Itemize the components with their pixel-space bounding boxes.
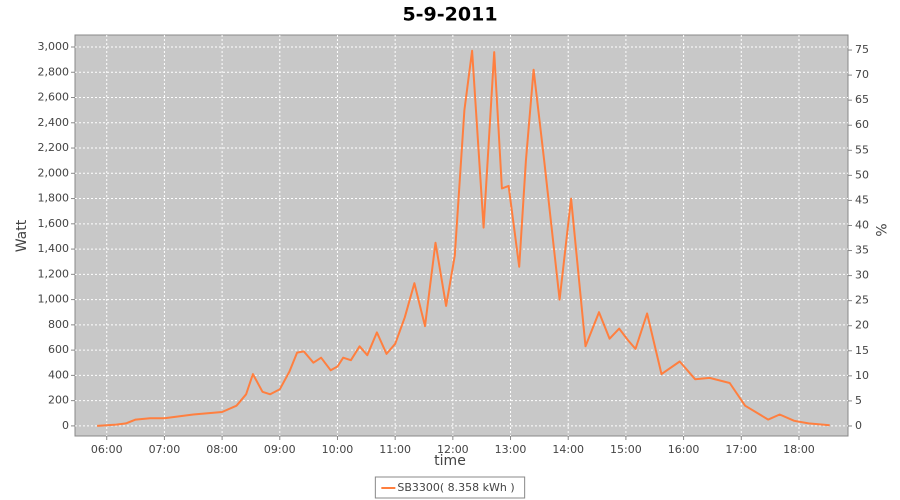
y-tick-label: 3,000	[38, 40, 70, 53]
y2-tick-label: 40	[855, 218, 869, 231]
x-tick-label: 06:00	[91, 443, 123, 456]
y-tick-label: 1,000	[38, 293, 70, 306]
data-line	[97, 49, 830, 427]
y2-tick-label: 65	[855, 93, 869, 106]
legend: SB3300( 8.358 kWh )	[374, 476, 526, 499]
y2-tick-label: 15	[855, 344, 869, 357]
x-tick-label: 13:00	[495, 443, 527, 456]
plot-area	[74, 34, 849, 437]
x-tick-label: 15:00	[610, 443, 642, 456]
x-tick-label: 10:00	[322, 443, 354, 456]
y-tick-label: 2,400	[38, 116, 70, 129]
y-tick-label: 1,800	[38, 192, 70, 205]
x-tick-label: 17:00	[725, 443, 757, 456]
y2-tick-label: 25	[855, 294, 869, 307]
y-tick-label: 200	[48, 394, 69, 407]
x-tick-label: 11:00	[379, 443, 411, 456]
legend-label: SB3300( 8.358 kWh )	[397, 481, 514, 494]
x-tick-label: 18:00	[783, 443, 815, 456]
y2-tick-label: 45	[855, 193, 869, 206]
chart-title: 5-9-2011	[402, 4, 497, 26]
x-tick-label: 14:00	[552, 443, 584, 456]
x-tick-label: 16:00	[668, 443, 700, 456]
y-tick-label: 0	[62, 419, 69, 432]
y-tick-label: 2,600	[38, 91, 70, 104]
y2-tick-label: 10	[855, 369, 869, 382]
x-tick-label: 09:00	[264, 443, 296, 456]
y-tick-label: 1,200	[38, 267, 70, 280]
y2-tick-label: 60	[855, 118, 869, 131]
y2-tick-label: 30	[855, 269, 869, 282]
y-tick-label: 2,200	[38, 141, 70, 154]
x-tick-label: 07:00	[149, 443, 181, 456]
y2-axis-label: %	[872, 223, 888, 236]
y-tick-label: 400	[48, 368, 69, 381]
y2-tick-label: 70	[855, 68, 869, 81]
y2-tick-label: 35	[855, 244, 869, 257]
y-tick-label: 2,000	[38, 166, 70, 179]
y2-tick-label: 50	[855, 168, 869, 181]
y-tick-label: 800	[48, 318, 69, 331]
x-tick-label: 08:00	[206, 443, 238, 456]
y-axis-label: Watt	[14, 219, 30, 252]
y2-tick-label: 75	[855, 43, 869, 56]
x-axis-label: time	[434, 453, 466, 469]
y-tick-label: 1,400	[38, 242, 70, 255]
y2-tick-label: 20	[855, 319, 869, 332]
y-tick-label: 1,600	[38, 217, 70, 230]
y-tick-label: 2,800	[38, 65, 70, 78]
y2-tick-label: 0	[855, 419, 862, 432]
y-tick-label: 600	[48, 343, 69, 356]
x-tick-label: 12:00	[437, 443, 469, 456]
y2-tick-label: 55	[855, 143, 869, 156]
legend-box	[374, 476, 526, 499]
y2-tick-label: 5	[855, 394, 862, 407]
